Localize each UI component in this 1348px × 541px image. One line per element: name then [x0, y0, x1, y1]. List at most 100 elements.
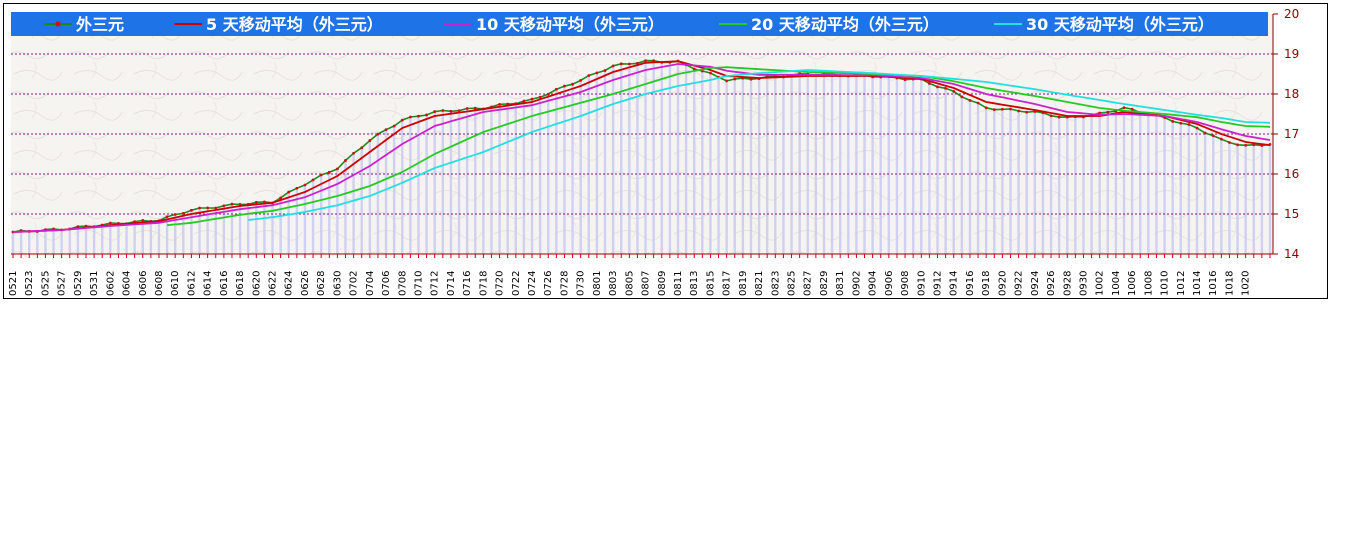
data-point [1219, 137, 1223, 141]
data-column [952, 92, 955, 254]
data-column [360, 147, 363, 254]
data-column [944, 89, 947, 254]
data-point [295, 186, 299, 190]
x-tick-label: 0902 [851, 271, 862, 296]
data-column [514, 102, 517, 255]
data-column [1260, 144, 1264, 254]
series-layer [11, 59, 1272, 234]
data-column [895, 78, 899, 254]
data-column [1090, 115, 1093, 254]
x-tick-label: 0702 [349, 271, 360, 296]
data-column [441, 111, 445, 254]
x-tick-label: 0714 [446, 271, 457, 296]
legend-label: 30 天移动平均（外三元） [1026, 15, 1214, 34]
data-point [1057, 115, 1061, 119]
x-tick-label: 0604 [122, 271, 133, 296]
data-column [603, 69, 607, 254]
data-point [465, 107, 469, 110]
data-point [165, 215, 169, 219]
x-tick-label: 0722 [511, 271, 522, 296]
data-point [709, 71, 712, 75]
data-point [692, 67, 696, 71]
data-column [814, 74, 818, 254]
x-tick-label: 0906 [884, 271, 895, 296]
data-column [1252, 145, 1255, 254]
data-point [441, 109, 445, 112]
data-point [1130, 107, 1134, 111]
data-point [433, 110, 437, 113]
data-column [928, 83, 931, 254]
data-column [798, 74, 801, 255]
data-point [1106, 110, 1110, 114]
x-tick-label: 0523 [24, 271, 35, 296]
data-point [571, 82, 574, 86]
x-tick-label: 0624 [284, 271, 295, 296]
data-point [1009, 107, 1012, 111]
data-column [1074, 117, 1077, 254]
x-tick-label: 0916 [965, 271, 976, 296]
data-column [555, 90, 558, 254]
data-point [944, 86, 948, 90]
data-point [1017, 109, 1020, 113]
data-point [733, 77, 737, 81]
data-column [1057, 116, 1061, 254]
data-column [336, 168, 339, 254]
data-column [968, 100, 972, 254]
data-point [311, 178, 315, 182]
x-tick-label: 0801 [592, 271, 603, 296]
x-tick-label: 1020 [1241, 271, 1252, 296]
data-column [457, 110, 461, 254]
data-point [206, 206, 210, 210]
data-column [1098, 114, 1101, 254]
y-tick-label: 19 [1284, 47, 1299, 61]
y-tick-label: 17 [1284, 127, 1299, 141]
data-point [563, 84, 566, 88]
data-column [879, 76, 882, 255]
data-point [287, 190, 291, 194]
data-point [1187, 123, 1191, 126]
data-point [538, 95, 542, 99]
x-tick-label: 0823 [770, 271, 781, 296]
data-column [636, 62, 639, 255]
data-column [936, 86, 939, 254]
data-column [571, 83, 574, 254]
data-column [149, 220, 153, 254]
data-column [766, 77, 769, 254]
data-column [806, 74, 809, 254]
data-column [36, 230, 39, 254]
data-column [368, 140, 372, 254]
legend-label: 10 天移动平均（外三元） [476, 15, 664, 34]
data-column [838, 75, 842, 254]
x-tick-label: 0608 [154, 271, 165, 296]
data-column [109, 224, 112, 254]
data-point [1244, 143, 1248, 147]
data-column [725, 80, 728, 254]
x-tick-label: 0620 [251, 271, 262, 296]
x-tick-label: 0924 [1030, 271, 1041, 296]
data-column [279, 197, 282, 254]
data-point [108, 221, 112, 225]
data-column [701, 71, 704, 254]
data-column [117, 223, 120, 254]
data-point [425, 113, 428, 117]
x-tick-label: 0720 [495, 271, 506, 296]
series-line [12, 60, 1271, 233]
data-point [554, 87, 558, 91]
data-column [871, 76, 874, 254]
data-column [198, 209, 201, 254]
x-tick-label: 0525 [40, 271, 51, 296]
data-point [303, 183, 307, 187]
x-tick-label: 1018 [1224, 271, 1235, 296]
x-tick-label: 0829 [819, 271, 830, 296]
x-tick-label: 0626 [300, 271, 311, 296]
x-tick-label: 0622 [268, 271, 279, 296]
legend-bar [11, 12, 1268, 36]
data-column [628, 63, 631, 254]
data-column [863, 75, 866, 254]
series-line [12, 63, 1271, 233]
data-column [173, 215, 177, 254]
data-point [992, 108, 996, 112]
data-column [1244, 146, 1247, 254]
x-tick-label: 0610 [170, 271, 181, 296]
data-column [206, 208, 209, 254]
